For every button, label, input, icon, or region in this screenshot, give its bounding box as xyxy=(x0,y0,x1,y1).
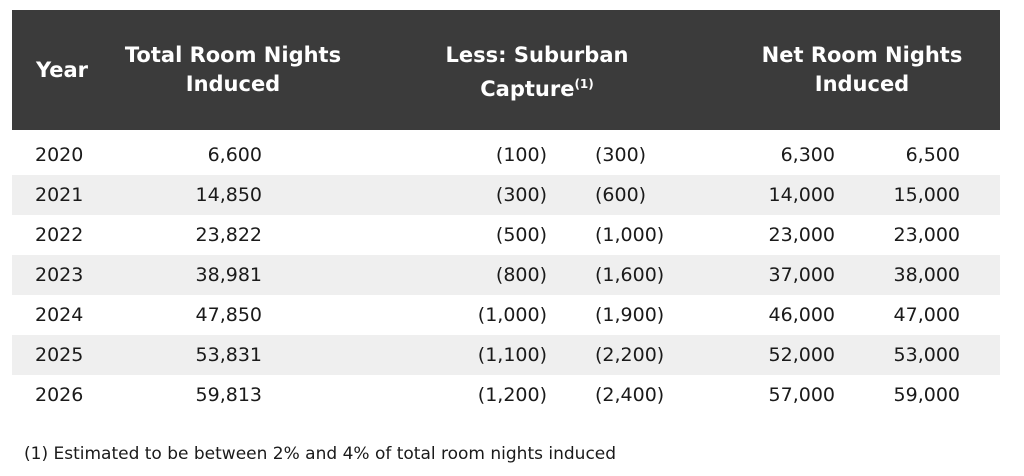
table-cell: (600) xyxy=(595,184,647,206)
table-cell: (1,100) xyxy=(477,344,547,366)
header-year: Year xyxy=(35,58,89,82)
table-cell: 59,000 xyxy=(893,384,960,406)
table-cell: 38,981 xyxy=(195,264,262,286)
header-net: Net Room Nights Induced xyxy=(761,43,963,96)
header-capture-note: (1) xyxy=(574,77,594,91)
table-cell: 37,000 xyxy=(768,264,835,286)
table-cell: 14,000 xyxy=(768,184,835,206)
table-cell: 14,850 xyxy=(195,184,262,206)
table-cell: 23,000 xyxy=(768,224,835,246)
table-cell: 52,000 xyxy=(768,344,835,366)
table-cell: (100) xyxy=(495,144,547,166)
table-cell: 2020 xyxy=(35,144,84,166)
table-header: Year Total Room Nights Induced Less: Sub… xyxy=(12,10,1000,130)
table-row: 2022 23,822 (500) (1,000) 23,000 23,000 xyxy=(12,215,1000,255)
table-cell: 46,000 xyxy=(768,304,835,326)
table-cell: 2026 xyxy=(35,384,84,406)
table-cell: 53,000 xyxy=(893,344,960,366)
table-cell: 47,000 xyxy=(893,304,960,326)
header-total: Total Room Nights Induced xyxy=(124,43,342,96)
table-cell: 6,300 xyxy=(780,144,835,166)
table-cell: (300) xyxy=(595,144,647,166)
table-cell: (800) xyxy=(495,264,547,286)
table-cell: (1,000) xyxy=(595,224,665,246)
table-row: 2025 53,831 (1,100) (2,200) 52,000 53,000 xyxy=(12,335,1000,375)
table-row: 2021 14,850 (300) (600) 14,000 15,000 xyxy=(12,175,1000,215)
table-cell: (300) xyxy=(495,184,547,206)
table-cell: 57,000 xyxy=(768,384,835,406)
table-cell: 38,000 xyxy=(893,264,960,286)
table-cell: 15,000 xyxy=(893,184,960,206)
table-row: 2020 6,600 (100) (300) 6,300 6,500 xyxy=(12,135,1000,175)
table-cell: 6,500 xyxy=(905,144,960,166)
table-row: 2026 59,813 (1,200) (2,400) 57,000 59,000 xyxy=(12,375,1000,415)
table-cell: 53,831 xyxy=(195,344,262,366)
table-cell: (2,400) xyxy=(595,384,665,406)
table-cell: 47,850 xyxy=(195,304,262,326)
table-cell: 23,822 xyxy=(195,224,262,246)
table-cell: (1,200) xyxy=(477,384,547,406)
table-cell: 2025 xyxy=(35,344,84,366)
table-cell: (1,900) xyxy=(595,304,665,326)
table-cell: (500) xyxy=(495,224,547,246)
table-cell: 2021 xyxy=(35,184,84,206)
table-cell: (2,200) xyxy=(595,344,665,366)
table-row: 2024 47,850 (1,000) (1,900) 46,000 47,000 xyxy=(12,295,1000,335)
table-cell: 2023 xyxy=(35,264,84,286)
table-row: 2023 38,981 (800) (1,600) 37,000 38,000 xyxy=(12,255,1000,295)
header-capture: Less: Suburban Capture(1) xyxy=(442,41,632,104)
table-cell: 23,000 xyxy=(893,224,960,246)
table-cell: (1,000) xyxy=(477,304,547,326)
table-cell: 59,813 xyxy=(195,384,262,406)
table-cell: 2024 xyxy=(35,304,84,326)
footnote: (1) Estimated to be between 2% and 4% of… xyxy=(24,444,617,464)
header-capture-text: Less: Suburban Capture xyxy=(445,43,629,101)
table-cell: (1,600) xyxy=(595,264,665,286)
table-cell: 6,600 xyxy=(207,144,262,166)
table-cell: 2022 xyxy=(35,224,84,246)
